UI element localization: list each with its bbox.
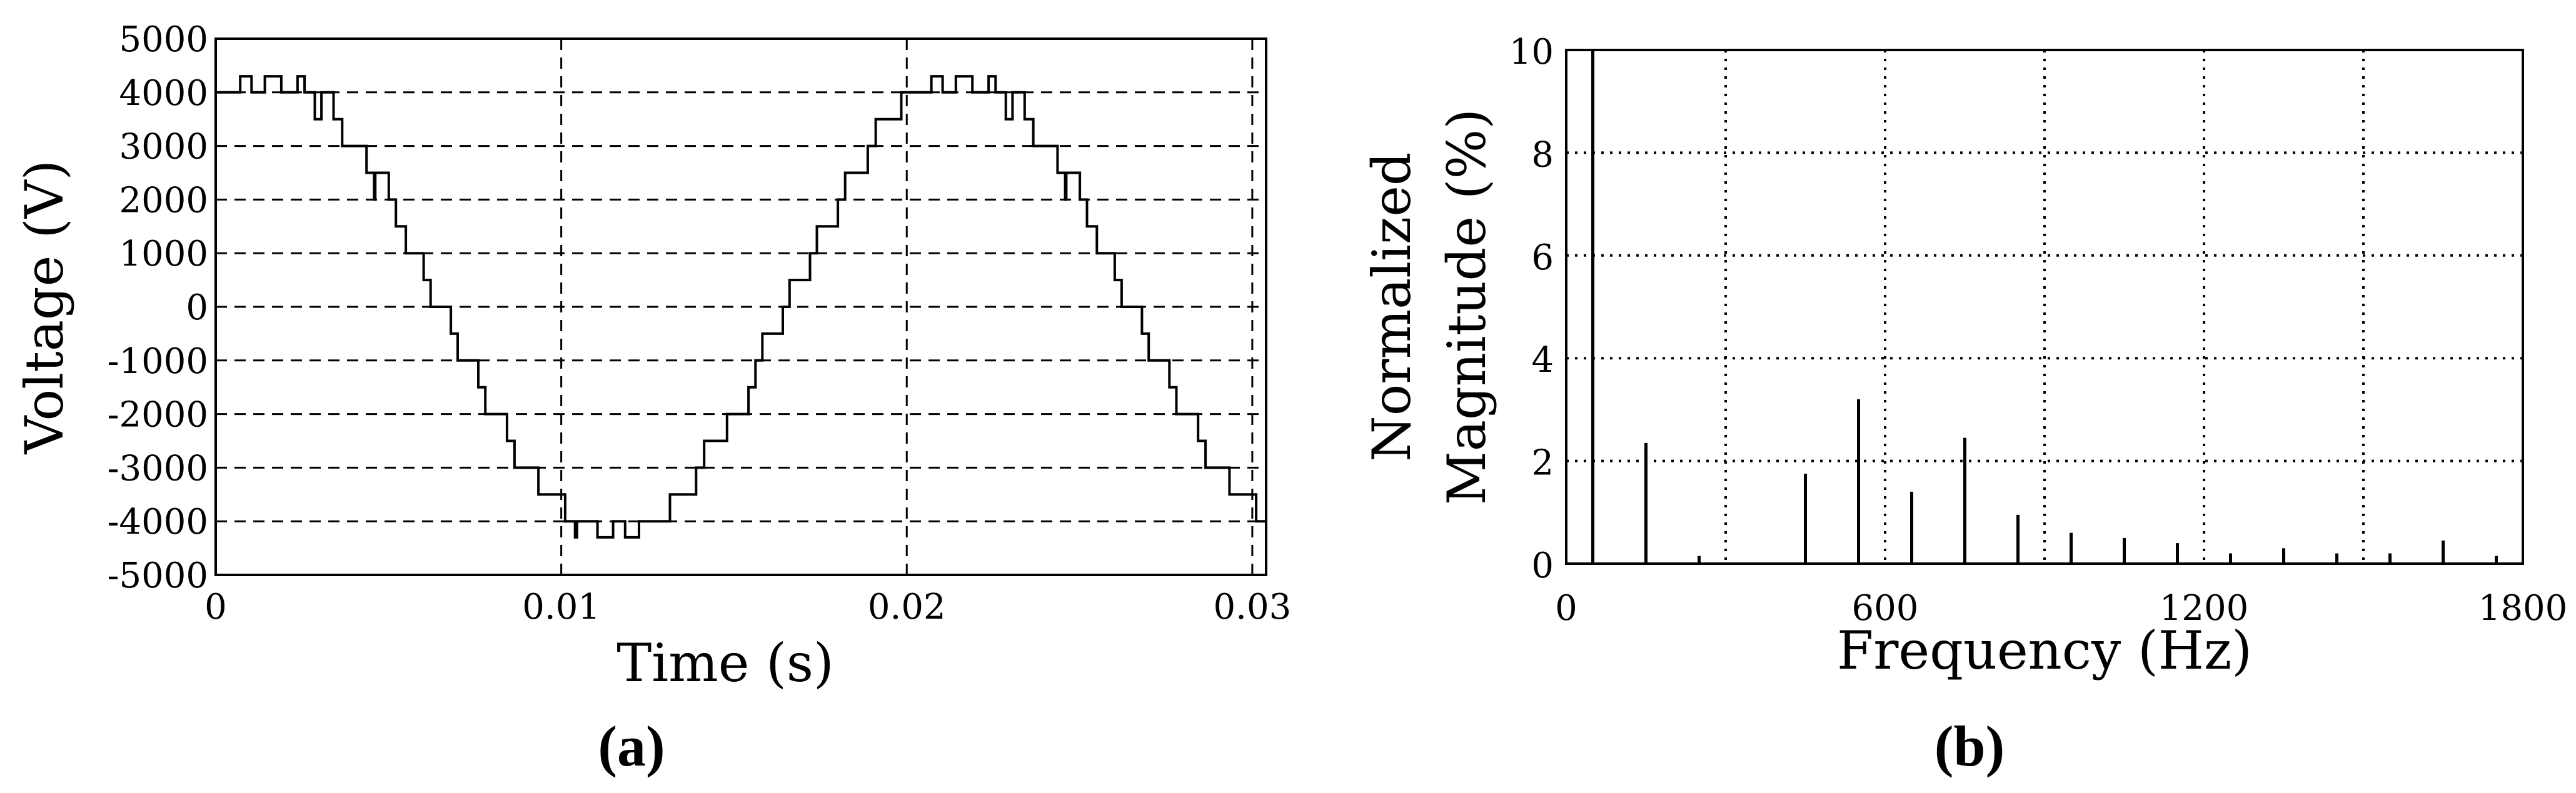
spectrum-y-tick-label: 2 xyxy=(1531,443,1554,484)
voltage-x-tick-label: 0 xyxy=(204,587,227,627)
panel-b-label: (b) xyxy=(1935,714,2005,778)
voltage-x-tick-label: 0.02 xyxy=(868,587,946,627)
voltage-y-axis-label: Voltage (V) xyxy=(14,160,75,455)
spectrum-y-tick-label: 4 xyxy=(1531,340,1554,381)
spectrum-x-ticks: 0 600 1200 1800 xyxy=(1555,588,2567,629)
voltage-y-tick-label: 2000 xyxy=(119,180,208,221)
voltage-x-ticks: 0 0.01 0.02 0.03 xyxy=(204,587,1291,627)
spectrum-bars xyxy=(1566,50,2523,565)
voltage-x-tick-label: 0.01 xyxy=(522,587,600,627)
spectrum-x-tick-label: 600 xyxy=(1852,588,1919,629)
voltage-y-tick-label: -5000 xyxy=(108,556,208,596)
spectrum-x-axis-label: Frequency (Hz) xyxy=(1837,620,2252,681)
spectrum-y-tick-label: 8 xyxy=(1531,134,1554,175)
spectrum-y-tick-label: 6 xyxy=(1531,237,1554,278)
voltage-y-tick-label: 5000 xyxy=(119,19,208,60)
spectrum-y-tick-label: 0 xyxy=(1531,546,1554,586)
spectrum-x-tick-label: 1200 xyxy=(2160,588,2249,629)
voltage-waveform xyxy=(216,75,1266,539)
spectrum-y-tick-label: 10 xyxy=(1509,32,1554,72)
voltage-y-tick-label: 3000 xyxy=(119,127,208,167)
voltage-y-tick-label: -2000 xyxy=(108,395,208,436)
voltage-series-line xyxy=(216,75,1266,539)
voltage-y-ticks: 5000 4000 3000 2000 1000 0 -1000 -2000 -3000 -400… xyxy=(108,19,208,596)
voltage-y-tick-label: 1000 xyxy=(119,234,208,274)
voltage-chart: 5000 4000 3000 2000 1000 0 -1000 -2000 -3000 -400… xyxy=(14,19,1291,778)
spectrum-y-axis-label-line1: Normalized xyxy=(1361,152,1422,461)
voltage-y-tick-label: 0 xyxy=(186,287,208,328)
spectrum-y-ticks: 0 2 4 6 8 10 xyxy=(1509,32,1554,586)
spectrum-plot-area xyxy=(1565,49,2524,565)
spectrum-x-tick-label: 1800 xyxy=(2478,588,2568,629)
voltage-y-tick-label: -4000 xyxy=(108,502,208,542)
spectrum-grid xyxy=(1566,50,2523,564)
panel-a-label: (a) xyxy=(598,714,665,778)
spectrum-x-tick-label: 0 xyxy=(1555,588,1577,629)
spectrum-chart: 0 2 4 6 8 10 0 600 1200 1800 Frequency (Hz) Norm… xyxy=(1361,32,2567,778)
spectrum-y-axis-label-line2: Magnitude (%) xyxy=(1436,109,1497,505)
voltage-y-tick-label: 4000 xyxy=(119,73,208,114)
voltage-x-axis-label: Time (s) xyxy=(616,632,834,694)
voltage-x-tick-label: 0.03 xyxy=(1214,587,1292,627)
voltage-y-tick-label: -1000 xyxy=(108,341,208,382)
voltage-y-tick-label: -3000 xyxy=(108,448,208,489)
